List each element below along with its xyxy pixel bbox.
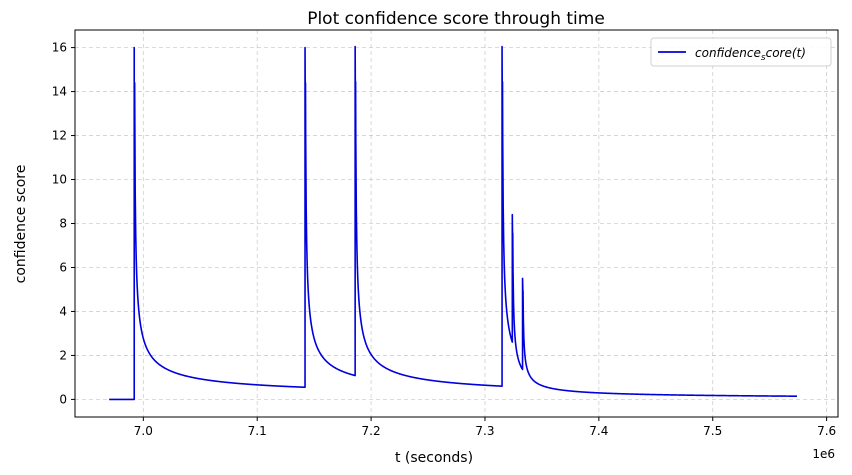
y-axis: 0 2 4 6 8 10 12 14 16 (52, 41, 75, 406)
x-tick-label: 7.1 (248, 424, 267, 438)
legend: confidencescore(t) (650, 37, 832, 67)
x-tick-label: 7.4 (589, 424, 608, 438)
legend-label-sub: s (761, 53, 766, 63)
x-axis: 7.0 7.1 7.2 7.3 7.4 7.5 7.6 (134, 417, 836, 438)
y-tick-label: 16 (52, 41, 67, 55)
series-layer (108, 45, 798, 401)
x-offset-label: 1e6 (812, 447, 835, 461)
y-tick-label: 8 (59, 217, 67, 231)
y-tick-label: 2 (59, 348, 67, 362)
x-tick-label: 7.3 (475, 424, 494, 438)
y-tick-label: 12 (52, 129, 67, 143)
x-axis-label: t (seconds) (395, 450, 473, 466)
x-tick-label: 7.2 (362, 424, 381, 438)
x-tick-label: 7.5 (703, 424, 722, 438)
series-line (108, 45, 798, 401)
x-tick-label: 7.0 (134, 424, 153, 438)
legend-label: confidencescore(t) (695, 46, 806, 63)
y-tick-label: 0 (59, 392, 67, 406)
y-tick-label: 14 (52, 85, 67, 99)
legend-label-rest: core(t) (766, 46, 806, 60)
legend-label-main: confidence (695, 46, 761, 60)
y-tick-label: 6 (59, 260, 67, 274)
grid (75, 30, 838, 417)
y-axis-label: confidence score (13, 165, 29, 284)
legend-box (650, 37, 832, 67)
y-tick-label: 4 (59, 304, 67, 318)
x-tick-label: 7.6 (817, 424, 836, 438)
chart-title: Plot confidence score through time (307, 9, 605, 29)
y-tick-label: 10 (52, 173, 67, 187)
